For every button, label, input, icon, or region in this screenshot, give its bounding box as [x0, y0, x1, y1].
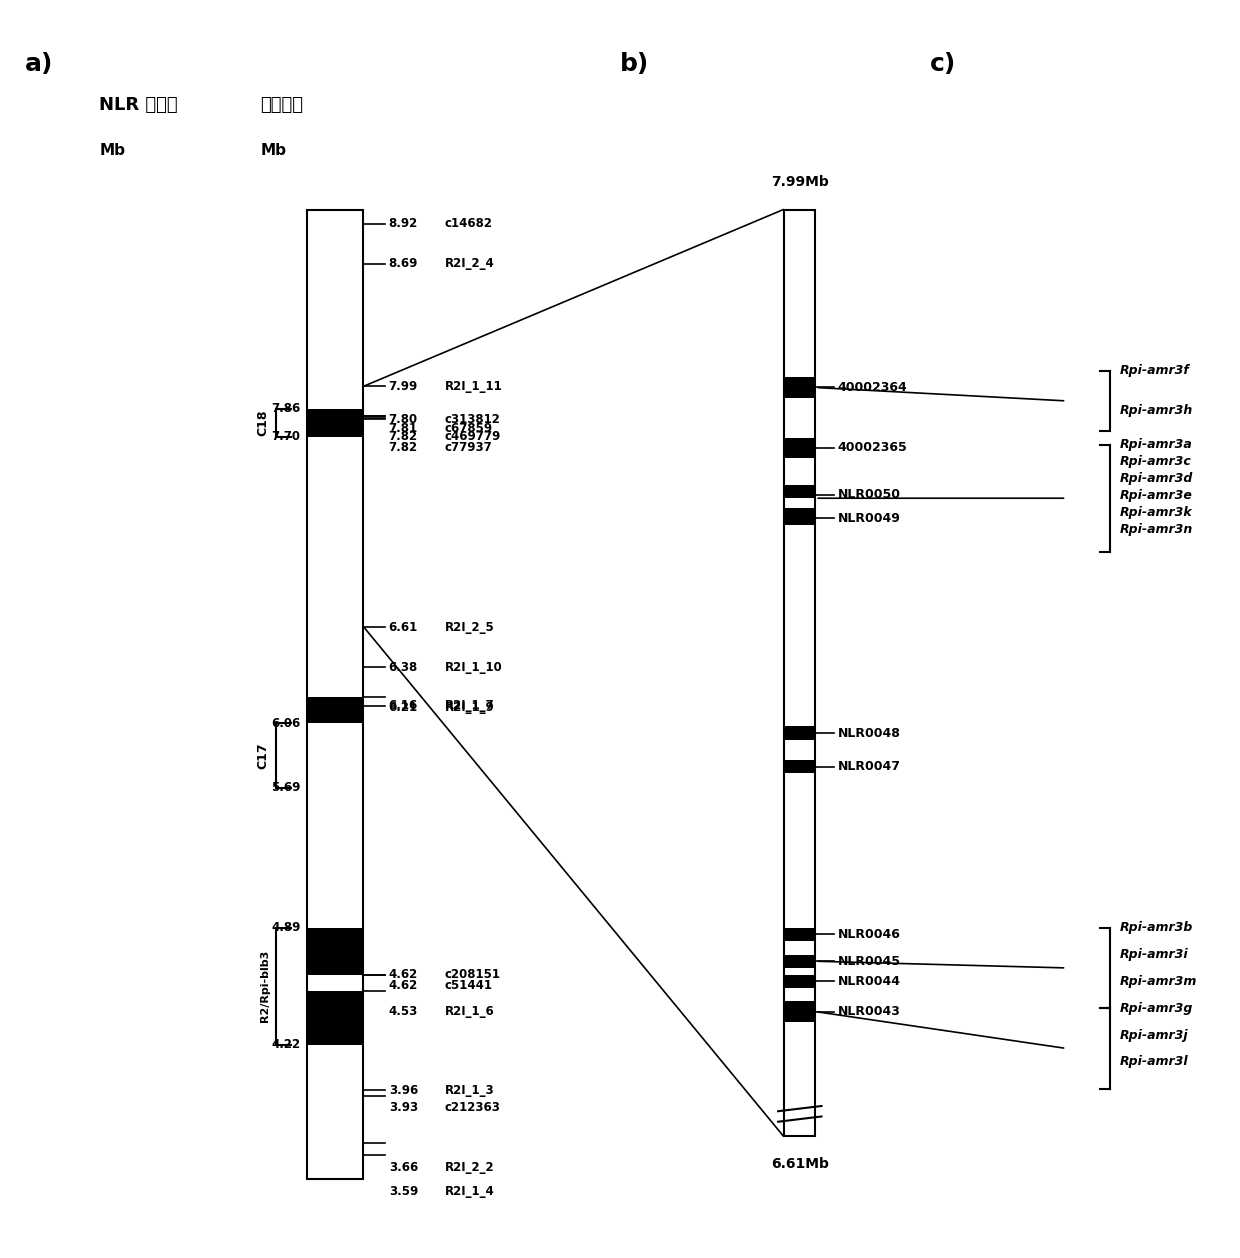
Text: NLR0045: NLR0045 — [838, 955, 900, 967]
Text: R2I_2_2: R2I_2_2 — [445, 1161, 495, 1174]
Bar — [308, 210, 363, 1180]
Text: NLR0047: NLR0047 — [838, 760, 900, 774]
Text: c212363: c212363 — [445, 1101, 501, 1115]
Text: 6.38: 6.38 — [389, 660, 418, 674]
Text: Rpi-amr3i: Rpi-amr3i — [1120, 949, 1188, 961]
Text: Rpi-amr3k: Rpi-amr3k — [1120, 506, 1193, 518]
Text: 6.21: 6.21 — [389, 701, 418, 715]
Bar — [785, 1001, 816, 1021]
Text: 4.53: 4.53 — [389, 1005, 418, 1018]
Text: 7.86: 7.86 — [272, 403, 301, 415]
Text: 7.99: 7.99 — [389, 380, 418, 392]
Text: c51441: c51441 — [445, 979, 492, 993]
Text: Rpi-amr3n: Rpi-amr3n — [1120, 523, 1193, 536]
Bar — [785, 377, 816, 398]
Text: Rpi-amr3m: Rpi-amr3m — [1120, 975, 1197, 988]
Text: 5.69: 5.69 — [272, 781, 301, 795]
Text: C17: C17 — [257, 742, 270, 769]
Text: Rpi-amr3j: Rpi-amr3j — [1120, 1029, 1188, 1042]
Text: b): b) — [620, 53, 650, 77]
Text: Mb: Mb — [99, 143, 125, 159]
Text: 7.81: 7.81 — [389, 421, 418, 434]
Bar — [785, 726, 816, 740]
Text: 8.69: 8.69 — [389, 258, 418, 270]
Text: Rpi-amr3e: Rpi-amr3e — [1120, 489, 1193, 502]
Text: 基因标记: 基因标记 — [260, 96, 304, 114]
Text: 40002364: 40002364 — [838, 381, 908, 394]
Text: NLR0044: NLR0044 — [838, 975, 900, 988]
Bar — [785, 484, 816, 498]
Text: 4.62: 4.62 — [389, 969, 418, 981]
Text: 4.62: 4.62 — [389, 979, 418, 993]
Bar — [785, 508, 816, 525]
Text: c313812: c313812 — [445, 413, 501, 426]
Text: c469779: c469779 — [445, 430, 501, 443]
Bar — [308, 928, 363, 975]
Text: 6.16: 6.16 — [389, 699, 418, 712]
Text: c77937: c77937 — [445, 440, 492, 454]
Text: NLR0050: NLR0050 — [838, 488, 900, 502]
Text: 6.61Mb: 6.61Mb — [771, 1156, 828, 1171]
Text: 7.99Mb: 7.99Mb — [771, 175, 828, 189]
Text: R2I_1_6: R2I_1_6 — [445, 1005, 495, 1018]
Bar — [785, 955, 816, 967]
Text: c67859: c67859 — [445, 421, 492, 434]
Text: R2I_1_9: R2I_1_9 — [445, 701, 495, 715]
Bar — [308, 991, 363, 1045]
Text: NLR0046: NLR0046 — [838, 928, 900, 941]
Text: c): c) — [930, 53, 956, 77]
Text: a): a) — [25, 53, 53, 77]
Text: c14682: c14682 — [445, 218, 492, 230]
Bar — [785, 975, 816, 988]
Text: Mb: Mb — [260, 143, 286, 159]
Text: Rpi-amr3f: Rpi-amr3f — [1120, 365, 1189, 377]
Bar — [785, 210, 816, 1136]
Text: Rpi-amr3c: Rpi-amr3c — [1120, 455, 1192, 468]
Text: R2I_1_11: R2I_1_11 — [445, 380, 502, 392]
Bar — [308, 409, 363, 437]
Text: R2I_1_10: R2I_1_10 — [445, 660, 502, 674]
Text: 6.06: 6.06 — [272, 717, 301, 730]
Text: 4.89: 4.89 — [272, 921, 301, 935]
Text: Rpi-amr3a: Rpi-amr3a — [1120, 438, 1193, 452]
Text: NLR0043: NLR0043 — [838, 1005, 900, 1018]
Text: 6.61: 6.61 — [389, 620, 418, 634]
Text: R2I_2_4: R2I_2_4 — [445, 258, 495, 270]
Text: 40002365: 40002365 — [838, 442, 908, 454]
Text: R2I_1_4: R2I_1_4 — [445, 1185, 495, 1198]
Text: R2I_2_5: R2I_2_5 — [445, 620, 495, 634]
Text: R2I_1_3: R2I_1_3 — [445, 1083, 495, 1097]
Bar — [308, 697, 363, 723]
Text: 3.93: 3.93 — [389, 1101, 418, 1115]
Text: C18: C18 — [257, 410, 270, 437]
Text: 3.66: 3.66 — [389, 1161, 418, 1174]
Text: Rpi-amr3g: Rpi-amr3g — [1120, 1001, 1193, 1015]
Text: 3.59: 3.59 — [389, 1185, 418, 1198]
Bar — [785, 438, 816, 458]
Text: 3.96: 3.96 — [389, 1083, 418, 1097]
Text: 8.92: 8.92 — [389, 218, 418, 230]
Text: 7.80: 7.80 — [389, 413, 418, 426]
Text: 4.22: 4.22 — [272, 1038, 301, 1052]
Text: NLR 基因簇: NLR 基因簇 — [99, 96, 177, 114]
Text: Rpi-amr3d: Rpi-amr3d — [1120, 472, 1193, 484]
Text: 7.82: 7.82 — [389, 430, 418, 443]
Text: 7.70: 7.70 — [272, 430, 301, 443]
Text: NLR0048: NLR0048 — [838, 727, 900, 740]
Text: R2I_1_7: R2I_1_7 — [445, 699, 495, 712]
Bar — [785, 760, 816, 774]
Text: Rpi-amr3l: Rpi-amr3l — [1120, 1055, 1188, 1068]
Text: c208151: c208151 — [445, 969, 501, 981]
Text: 7.82: 7.82 — [389, 440, 418, 454]
Text: Rpi-amr3h: Rpi-amr3h — [1120, 405, 1193, 418]
Text: NLR0049: NLR0049 — [838, 512, 900, 525]
Text: R2/Rpi-blb3: R2/Rpi-blb3 — [259, 950, 270, 1023]
Bar — [785, 927, 816, 941]
Text: Rpi-amr3b: Rpi-amr3b — [1120, 921, 1193, 935]
